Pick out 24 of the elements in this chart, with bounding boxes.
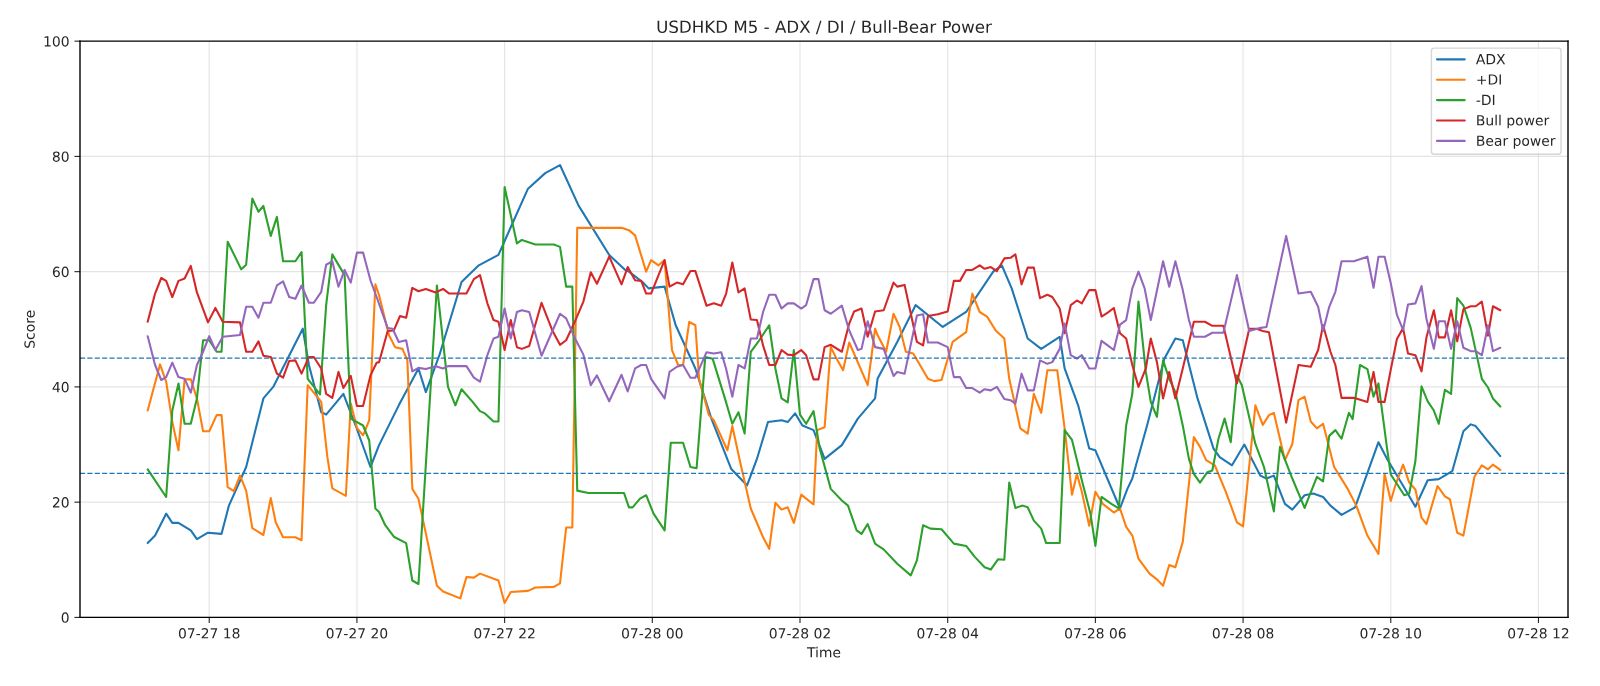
y-tick-label: 0 — [61, 612, 69, 623]
y-tick-label: 60 — [52, 266, 69, 278]
y-tick-label: 100 — [44, 36, 69, 47]
x-tick-label: 07-28 06 — [1065, 628, 1126, 639]
y-tick-label: 40 — [52, 381, 69, 393]
x-tick-label: 07-28 12 — [1508, 628, 1569, 639]
x-axis-title: Time — [806, 646, 841, 658]
legend-label: Bear power — [1477, 135, 1556, 149]
x-tick-label: 07-27 18 — [178, 628, 240, 639]
x-tick-label: 07-28 02 — [769, 628, 830, 639]
legend-label: +DI — [1477, 74, 1501, 85]
y-axis-title: Score — [24, 310, 35, 348]
x-tick-label: 07-28 08 — [1212, 628, 1274, 639]
legend-label: ADX — [1475, 54, 1506, 65]
y-tick-label: 20 — [52, 497, 69, 508]
x-tick-label: 07-27 22 — [474, 628, 535, 639]
x-tick-label: 07-27 20 — [326, 628, 388, 639]
x-tick-label: 07-28 00 — [622, 628, 683, 639]
legend-label: -DI — [1476, 94, 1495, 105]
y-tick-label: 80 — [52, 151, 69, 162]
x-tick-label: 07-28 10 — [1360, 628, 1422, 639]
legend-label: Bull power — [1477, 114, 1550, 129]
x-tick-label: 07-28 04 — [917, 628, 979, 639]
chart-title: USDHKD M5 - ADX / DI / Bull-Bear Power — [657, 20, 992, 35]
